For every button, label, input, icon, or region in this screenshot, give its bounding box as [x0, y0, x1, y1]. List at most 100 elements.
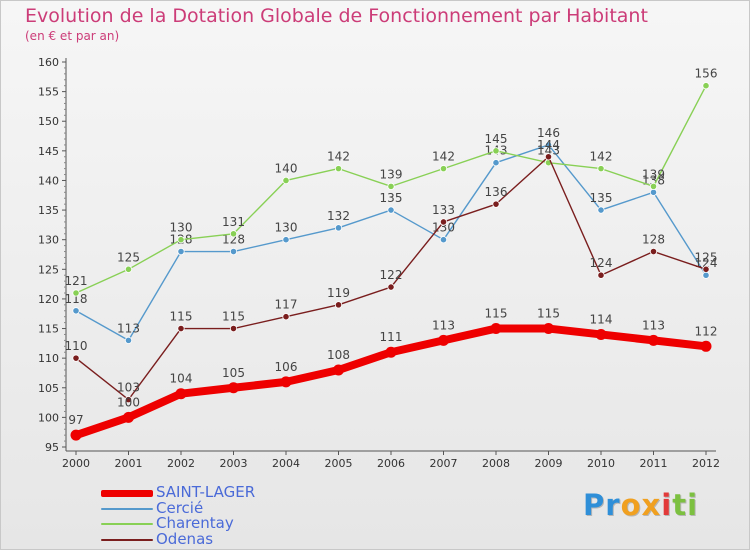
data-point-charentay [597, 165, 605, 173]
data-label-odenas: 133 [432, 203, 455, 217]
data-point-cercie [387, 206, 395, 214]
y-tick-label: 115 [38, 323, 59, 336]
data-point-charentay [649, 182, 658, 190]
data-point-saint-lager [490, 323, 502, 335]
data-point-saint-lager [123, 411, 134, 423]
chart-subtitle: (en € et par an) [25, 29, 120, 43]
data-point-cercie [649, 188, 658, 196]
data-label-odenas: 125 [695, 250, 718, 264]
data-point-charentay [492, 147, 500, 155]
data-label-cercie: 113 [117, 321, 140, 335]
data-label-odenas: 103 [117, 381, 140, 395]
data-point-cercie [229, 247, 238, 256]
data-label-odenas: 119 [327, 286, 350, 300]
data-label-odenas: 110 [65, 339, 88, 353]
x-tick-label: 2009 [535, 457, 563, 470]
x-tick-label: 2010 [587, 457, 615, 470]
data-label-odenas: 115 [222, 310, 245, 324]
legend-swatch [101, 523, 153, 525]
data-label-saint-lager: 104 [170, 372, 193, 386]
data-label-charentay: 145 [485, 132, 508, 146]
data-point-odenas [649, 247, 658, 256]
data-point-cercie [282, 236, 290, 244]
data-label-saint-lager: 106 [275, 360, 298, 374]
data-label-saint-lager: 97 [68, 413, 83, 427]
data-label-saint-lager: 113 [432, 318, 455, 332]
data-label-charentay: 139 [380, 167, 403, 181]
data-point-saint-lager [333, 364, 344, 376]
x-tick-label: 2001 [115, 457, 143, 470]
data-point-saint-lager [70, 429, 82, 441]
data-label-charentay: 121 [65, 274, 88, 288]
legend-label: Cercié [156, 498, 204, 517]
legend-label: Charentay [156, 514, 234, 532]
data-point-saint-lager [543, 323, 554, 335]
data-point-odenas [439, 218, 448, 226]
data-label-cercie: 130 [275, 221, 298, 235]
x-tick-label: 2011 [640, 457, 668, 470]
data-label-saint-lager: 108 [327, 348, 350, 362]
data-label-charentay: 125 [117, 250, 140, 264]
data-label-saint-lager: 100 [117, 395, 140, 409]
data-label-cercie: 128 [222, 233, 245, 247]
legend-label: Odenas [156, 529, 214, 548]
data-point-cercie [492, 159, 500, 167]
x-tick-label: 2012 [692, 457, 720, 470]
x-tick-label: 2002 [167, 457, 195, 470]
proxiti-logo: Proxiti [583, 488, 699, 522]
x-tick-label: 2007 [430, 457, 458, 470]
data-label-odenas: 128 [642, 233, 665, 247]
data-label-cercie: 135 [590, 191, 613, 205]
data-label-odenas: 117 [275, 298, 298, 312]
data-label-charentay: 140 [275, 161, 298, 175]
data-label-charentay: 142 [432, 150, 455, 164]
data-point-odenas [72, 354, 80, 362]
data-label-charentay: 156 [695, 67, 718, 81]
chart-title: Evolution de la Dotation Globale de Fonc… [25, 5, 648, 27]
data-point-cercie [439, 236, 448, 244]
data-point-saint-lager [175, 388, 187, 400]
data-label-charentay: 142 [327, 150, 350, 164]
data-point-charentay [72, 289, 80, 297]
data-point-charentay [282, 176, 290, 185]
data-label-cercie: 135 [380, 191, 403, 205]
data-point-saint-lager [700, 340, 712, 352]
data-label-saint-lager: 111 [380, 330, 403, 344]
x-tick-label: 2000 [62, 457, 90, 470]
data-point-odenas [229, 324, 238, 333]
data-point-saint-lager [438, 334, 449, 346]
y-tick-label: 105 [38, 382, 59, 395]
data-point-cercie [544, 141, 553, 149]
y-tick-label: 125 [38, 263, 59, 276]
data-label-odenas: 115 [170, 310, 193, 324]
data-label-cercie: 118 [65, 292, 88, 306]
data-label-charentay: 139 [642, 167, 665, 181]
data-point-saint-lager [385, 346, 397, 358]
data-label-cercie: 146 [537, 126, 560, 140]
data-point-charentay [439, 165, 448, 173]
y-tick-label: 130 [38, 234, 59, 247]
data-point-odenas [282, 313, 290, 321]
data-label-cercie: 130 [432, 221, 455, 235]
data-label-saint-lager: 112 [695, 324, 718, 338]
data-point-odenas [597, 271, 605, 279]
data-label-saint-lager: 105 [222, 366, 245, 380]
x-tick-label: 2005 [325, 457, 353, 470]
legend-swatch [101, 489, 153, 497]
data-label-cercie: 132 [327, 209, 350, 223]
data-point-cercie [334, 224, 343, 232]
data-point-charentay [334, 165, 343, 173]
x-tick-label: 2006 [377, 457, 405, 470]
data-point-odenas [544, 153, 553, 161]
legend-swatch [101, 538, 153, 541]
data-point-odenas [492, 200, 500, 208]
y-tick-label: 135 [38, 204, 59, 217]
data-point-charentay [229, 230, 238, 238]
data-label-saint-lager: 114 [590, 312, 613, 326]
data-point-odenas [334, 301, 343, 309]
data-label-charentay: 130 [170, 221, 193, 235]
data-point-cercie [72, 307, 80, 315]
data-label-charentay: 143 [537, 144, 560, 158]
